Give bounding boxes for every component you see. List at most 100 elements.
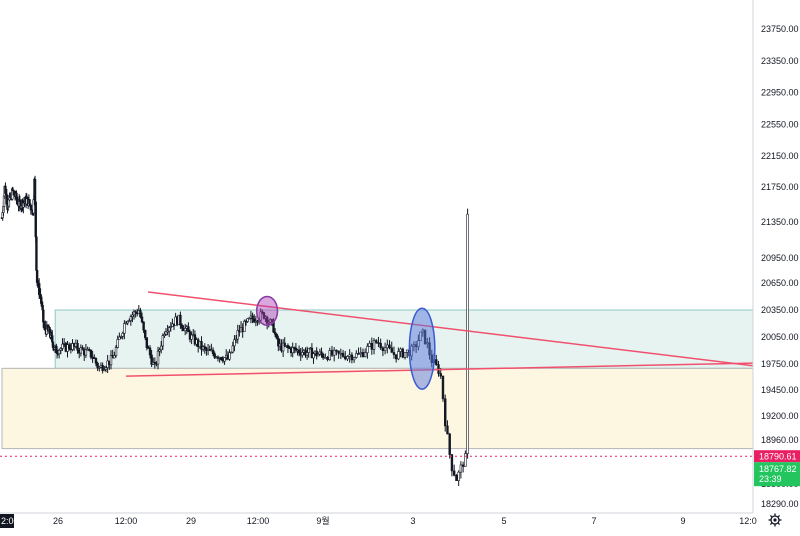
- candle-body: [464, 453, 467, 467]
- candle-body: [377, 342, 380, 344]
- candle-body: [228, 352, 231, 360]
- candle-body: [156, 350, 160, 365]
- candle-body: [328, 350, 331, 360]
- current-price-badge: [754, 450, 800, 463]
- candle-body: [403, 352, 407, 358]
- candle-body: [321, 354, 325, 358]
- y-tick-label: 20350.00: [761, 305, 799, 315]
- candle-body: [81, 347, 84, 351]
- candle-body: [444, 398, 447, 427]
- y-tick-label: 22150.00: [761, 151, 799, 161]
- candle-body: [101, 365, 104, 371]
- x-tick-label: 5: [501, 516, 506, 526]
- candle-body: [291, 347, 294, 354]
- candle-body: [352, 357, 356, 361]
- x-tick-label: 2:00: [1, 516, 19, 526]
- highlight-ellipses-layer: [255, 295, 436, 390]
- candle-body: [361, 352, 365, 358]
- candle-body: [372, 340, 376, 350]
- candle-body: [128, 320, 131, 322]
- candle-body: [41, 305, 44, 311]
- candle-body: [273, 331, 277, 335]
- candle-body: [337, 350, 340, 354]
- candle-body: [131, 314, 134, 317]
- candle-body: [94, 358, 98, 364]
- candle-body: [294, 347, 298, 351]
- candle-body: [248, 317, 251, 320]
- upper-trendline: [148, 291, 754, 367]
- candle-body: [315, 350, 318, 357]
- candle-body: [166, 330, 169, 333]
- candles-layer: [0, 175, 469, 487]
- candle-body: [265, 316, 269, 324]
- candle-body: [236, 330, 239, 340]
- y-tick-label: 19200.00: [761, 411, 799, 421]
- candle-body: [233, 339, 236, 347]
- x-tick-label: 12:00: [247, 516, 270, 526]
- candle-body: [379, 343, 382, 349]
- candle-body: [317, 354, 320, 357]
- y-tick-label: 20950.00: [761, 253, 799, 263]
- settings-gear-icon[interactable]: [768, 513, 782, 527]
- demand-zone: [1, 367, 754, 450]
- candle-body: [346, 356, 349, 360]
- x-tick-label: 9: [680, 516, 685, 526]
- candle-body: [452, 470, 456, 476]
- candle-body: [129, 316, 133, 321]
- candle-body: [272, 320, 275, 333]
- blue-highlight: [408, 307, 436, 390]
- x-tick-label: 26: [53, 516, 63, 526]
- candle-body: [180, 324, 184, 329]
- candle-body: [253, 318, 256, 323]
- candle-body: [164, 331, 168, 335]
- y-tick-label: 21350.00: [761, 217, 799, 227]
- candle-body: [301, 352, 304, 356]
- candle-body: [297, 349, 301, 354]
- candle-body: [118, 336, 121, 340]
- candle-body: [310, 347, 314, 359]
- candle-body: [35, 236, 38, 271]
- candle-body: [326, 357, 329, 360]
- candle-body: [79, 347, 83, 354]
- candle-body: [89, 349, 93, 358]
- candle-body: [76, 343, 79, 351]
- last-price-badge: [754, 462, 800, 487]
- candle-body: [104, 367, 108, 370]
- candle-body: [114, 347, 118, 356]
- y-tick-label: 18960.00: [761, 435, 799, 445]
- candle-body: [312, 353, 315, 359]
- purple-highlight: [255, 295, 279, 327]
- candle-body: [163, 334, 166, 336]
- candle-body: [96, 362, 99, 369]
- y-tick-label: 23350.00: [761, 56, 799, 66]
- candle-body: [160, 345, 163, 351]
- y-tick-label: 21750.00: [761, 182, 799, 192]
- candle-body: [121, 332, 124, 337]
- candle-body: [388, 344, 391, 349]
- candle-body: [339, 352, 343, 355]
- x-axis[interactable]: 2:00 26 12:00 29 12:00 9월 3 5 7 9 12:0: [0, 514, 757, 528]
- candle-body: [366, 346, 369, 354]
- candle-body: [397, 351, 400, 360]
- candle-body: [355, 353, 358, 358]
- y-tick-label: 19750.00: [761, 359, 799, 369]
- candle-body: [34, 201, 37, 238]
- candle-body: [450, 454, 454, 472]
- candle-body: [57, 349, 61, 355]
- candle-body: [123, 323, 126, 334]
- candle-body: [448, 433, 451, 455]
- candle-body: [231, 345, 235, 353]
- candle-body: [61, 343, 64, 349]
- candle-body: [158, 349, 161, 352]
- candle-body: [307, 347, 310, 353]
- candle-body: [262, 312, 266, 319]
- candle-body: [213, 353, 216, 358]
- x-tick-label: 12:00: [115, 516, 138, 526]
- candle-body: [368, 342, 371, 347]
- candle-body: [332, 349, 336, 356]
- candle-body: [234, 338, 238, 341]
- candle-body: [139, 310, 142, 318]
- candle-body: [401, 348, 405, 358]
